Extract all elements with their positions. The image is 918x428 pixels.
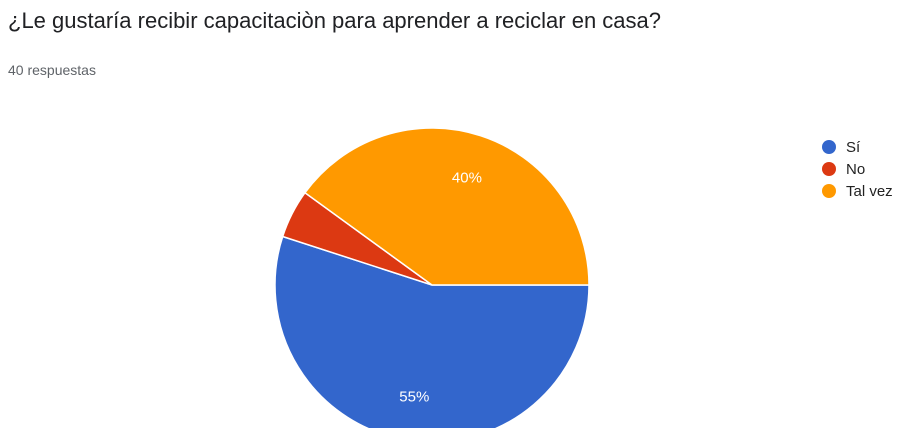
- slice-label-si: 55%: [399, 389, 429, 406]
- legend: Sí No Tal vez: [822, 136, 893, 202]
- legend-swatch-si: [822, 140, 836, 154]
- slice-si[interactable]: [274, 235, 590, 428]
- legend-swatch-no: [822, 162, 836, 176]
- legend-label-no: No: [846, 160, 866, 178]
- legend-item-si[interactable]: Sí: [822, 136, 893, 158]
- legend-label-tal-vez: Tal vez: [846, 182, 893, 200]
- legend-label-si: Sí: [846, 138, 861, 156]
- slice-label-tal-vez: 40%: [452, 169, 482, 186]
- slice-tal-vez[interactable]: [303, 127, 590, 286]
- response-count: 40 respuestas: [8, 62, 96, 78]
- legend-item-tal-vez[interactable]: Tal vez: [822, 180, 893, 202]
- legend-item-no[interactable]: No: [822, 158, 893, 180]
- legend-swatch-tal-vez: [822, 184, 836, 198]
- chart-title: ¿Le gustaría recibir capacitaciòn para a…: [8, 8, 662, 33]
